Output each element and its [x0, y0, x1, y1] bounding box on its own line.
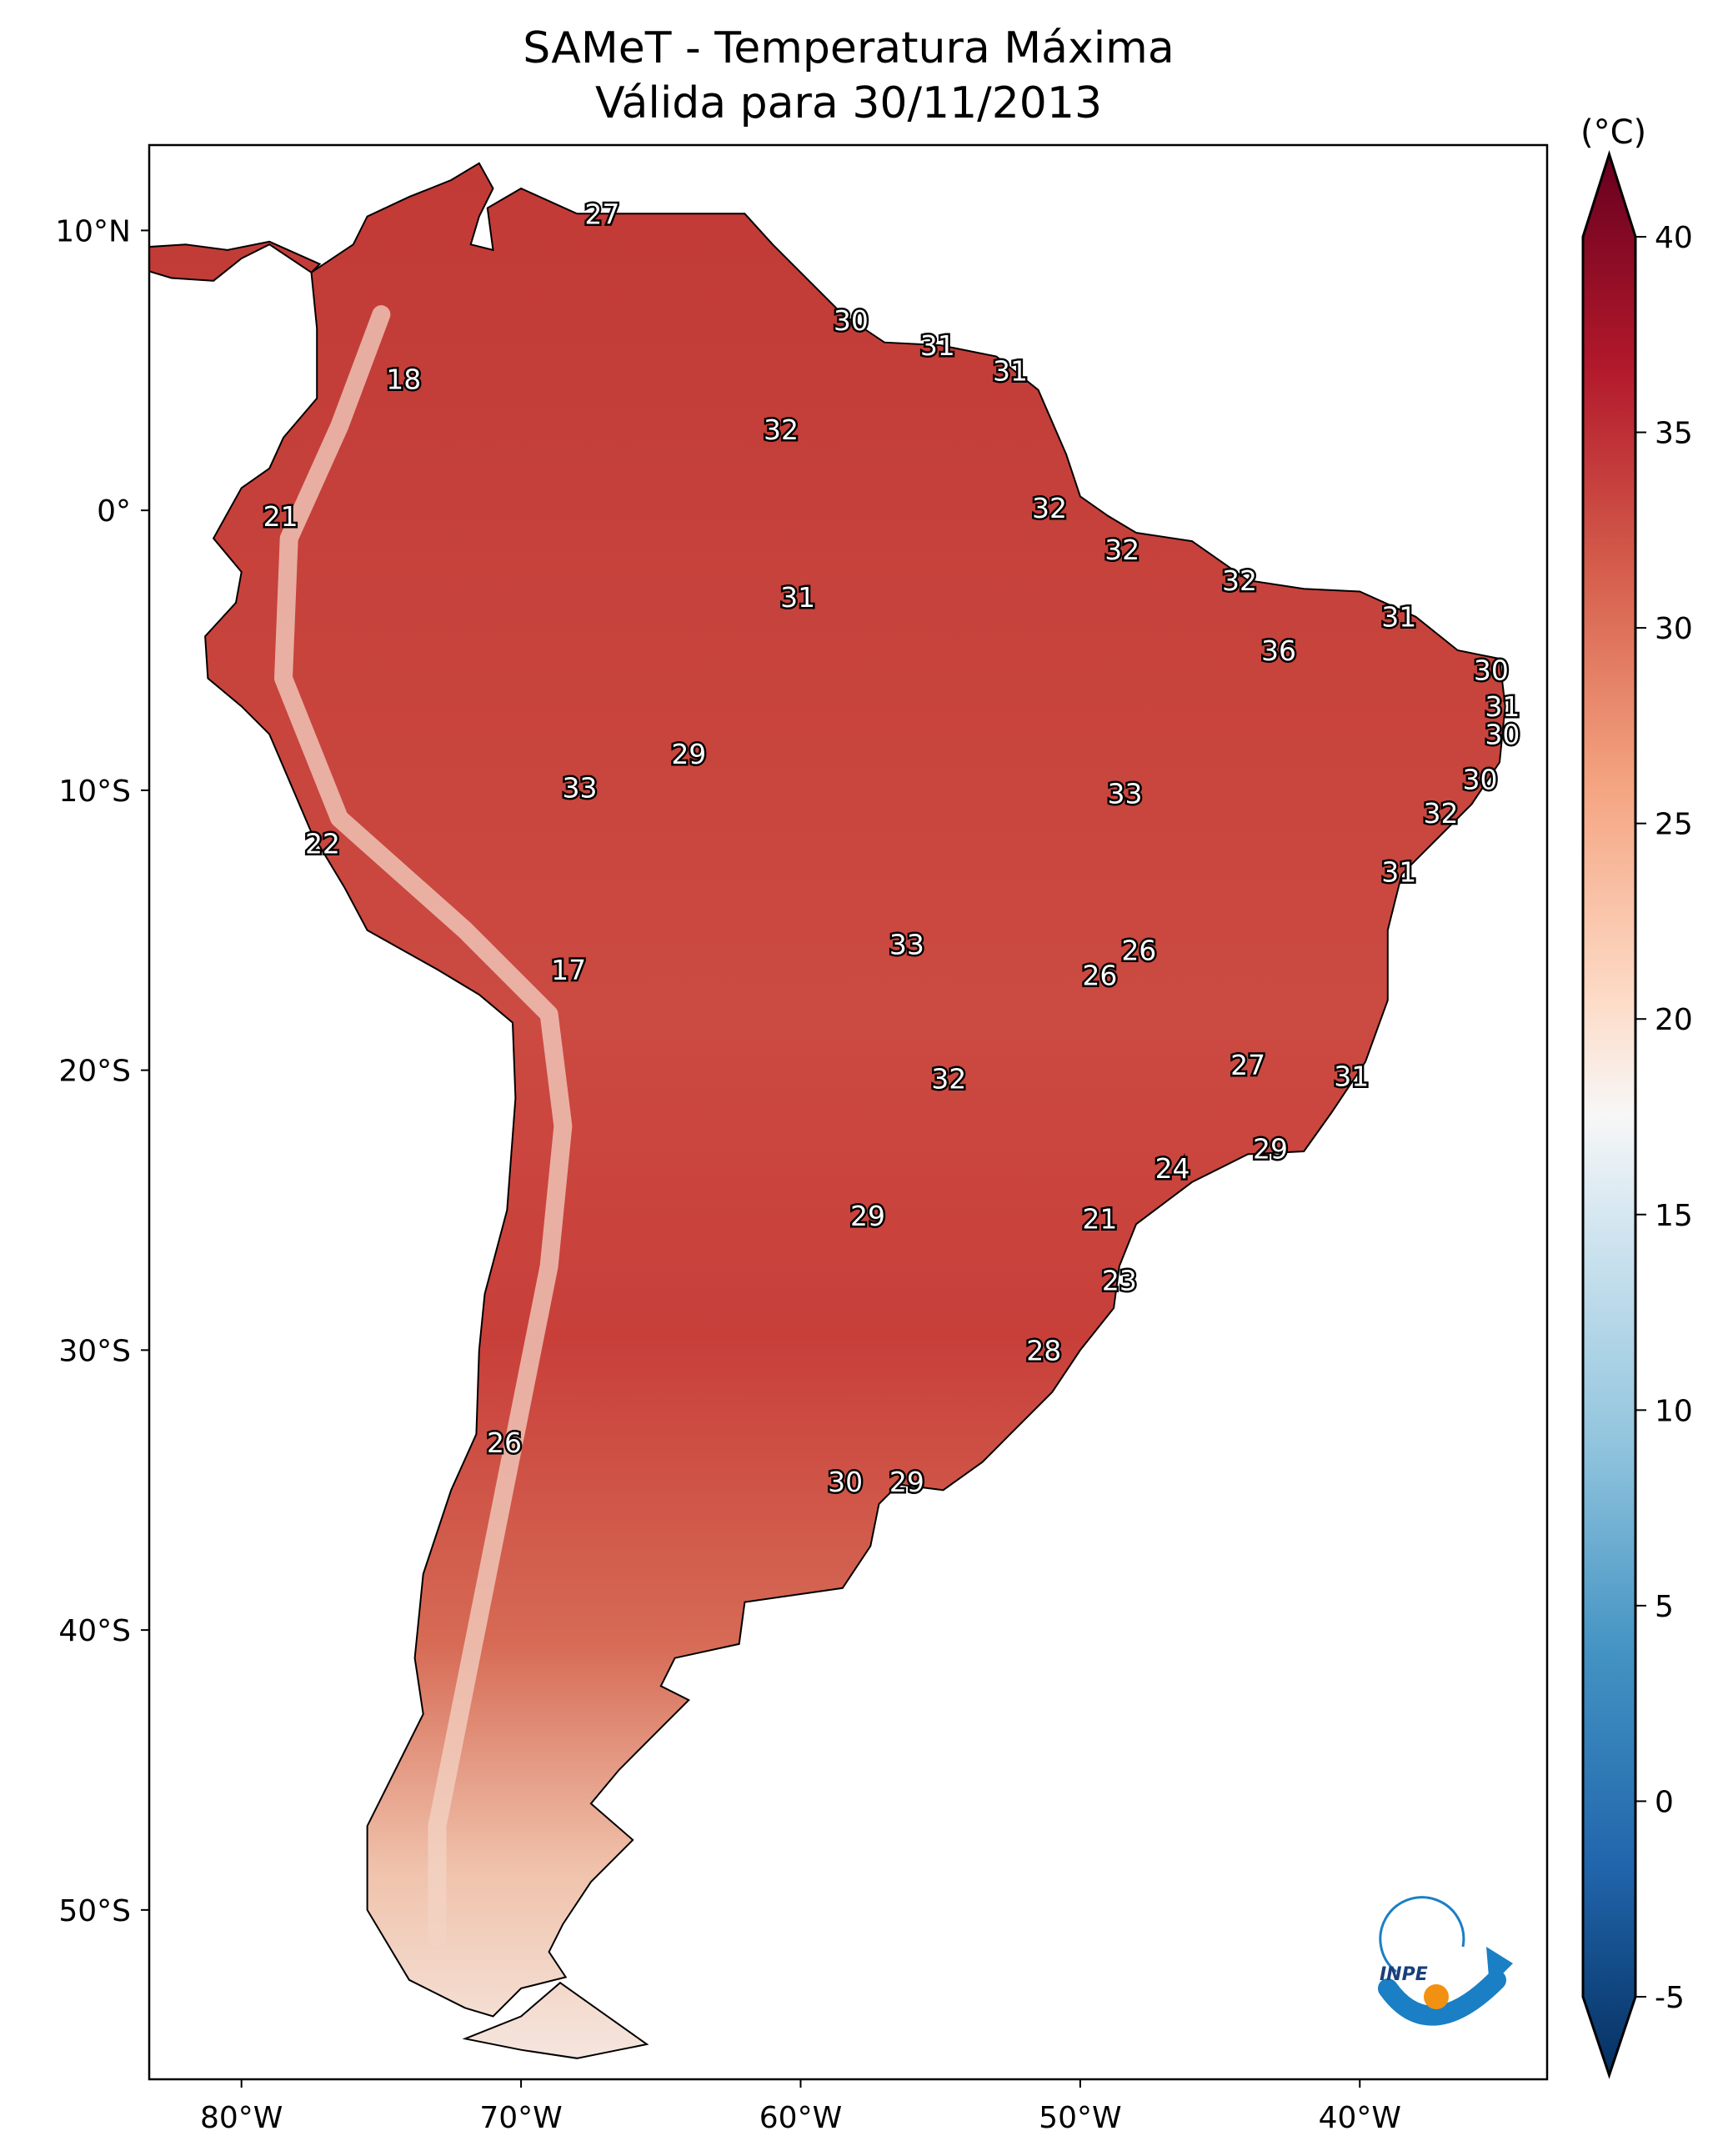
colorbar-tick-label: 35 [1655, 417, 1693, 451]
lat-tick-label: 20°S [58, 1055, 131, 1089]
station-temperature-label: 17 [551, 954, 586, 986]
station-temperature-label: 21 [263, 500, 298, 533]
station-temperature-label: 32 [1424, 797, 1459, 830]
colorbar-tick-label: 25 [1655, 808, 1693, 842]
station-temperature-label: 18 [386, 363, 421, 395]
station-temperature-label: 30 [834, 304, 869, 337]
station-temperature-label: 30 [1485, 719, 1520, 751]
chart-subtitle: Válida para 30/11/2013 [594, 78, 1103, 128]
station-temperature-label: 33 [889, 929, 924, 961]
station-temperature-label: 31 [1381, 601, 1416, 634]
station-temperature-label: 30 [1474, 654, 1509, 687]
station-temperature-label: 23 [1102, 1264, 1137, 1296]
lon-tick-label: 60°W [759, 2101, 842, 2135]
lat-tick-label: 40°S [58, 1614, 131, 1648]
station-temperature-label: 28 [1026, 1334, 1061, 1366]
latitude-ticks: 10°N 0° 10°S 20°S 30°S 40°S 50°S [55, 214, 149, 1928]
lat-tick-label: 50°S [58, 1894, 131, 1928]
station-temperature-label: 29 [889, 1466, 924, 1498]
lat-tick-label: 30°S [58, 1334, 131, 1368]
station-temperature-label: 30 [1463, 763, 1498, 795]
station-temperature-label: 27 [1230, 1049, 1265, 1081]
colorbar-tick-label: 15 [1655, 1199, 1693, 1233]
station-temperature-label: 31 [1485, 690, 1520, 723]
colorbar-tick-label: 0 [1655, 1785, 1674, 1819]
lon-tick-label: 50°W [1039, 2101, 1121, 2135]
longitude-ticks: 80°W 70°W 60°W 50°W 40°W [200, 2079, 1401, 2135]
colorbar-tick-label: -5 [1655, 1981, 1685, 2015]
station-temperature-label: 27 [584, 198, 619, 230]
lon-tick-label: 70°W [479, 2101, 562, 2135]
station-temperature-label: 32 [1222, 564, 1257, 597]
station-temperature-label: 32 [1032, 492, 1067, 524]
station-temperature-label: 29 [1253, 1133, 1288, 1166]
inpe-logo-dot [1424, 1984, 1449, 2009]
inpe-logo: INPE [1378, 1896, 1513, 2026]
colorbar-tick-label: 30 [1655, 612, 1693, 646]
station-temperature-label: 31 [993, 354, 1028, 387]
station-temperature-label: 31 [1334, 1060, 1369, 1092]
chart-title: SAMeT - Temperatura Máxima [523, 23, 1175, 73]
station-temperature-label: 32 [1104, 534, 1139, 566]
inpe-logo-text: INPE [1380, 1964, 1428, 1985]
station-temperature-label: 22 [305, 828, 340, 860]
station-temperature-label: 32 [931, 1063, 966, 1096]
andes-cool-band [273, 305, 573, 1948]
colorbar-unit-label: (°C) [1580, 113, 1646, 152]
station-temperature-label: 24 [1155, 1152, 1190, 1185]
station-temperature-label: 33 [1108, 777, 1143, 810]
lat-tick-label: 10°N [55, 214, 131, 248]
south-america-landmass [149, 162, 1506, 2059]
station-temperature-label: 29 [850, 1200, 885, 1232]
station-temperature-label: 31 [920, 329, 955, 362]
station-temperature-label: 30 [828, 1466, 863, 1498]
axes-frame [148, 143, 1549, 2081]
station-temperature-label: 33 [563, 772, 598, 805]
station-temperature-label: 26 [1082, 959, 1117, 991]
lat-tick-label: 10°S [58, 775, 131, 809]
colorbar-tick-label: 5 [1655, 1590, 1674, 1624]
station-temperature-label: 31 [1381, 855, 1416, 888]
colorbar-tick-label: 20 [1655, 1003, 1693, 1037]
station-temperature-label: 31 [780, 581, 815, 614]
station-temperature-label: 26 [487, 1426, 522, 1459]
lat-tick-label: 0° [97, 494, 131, 529]
lon-tick-label: 40°W [1319, 2101, 1401, 2135]
station-temperature-label: 29 [671, 738, 706, 770]
lon-tick-label: 80°W [200, 2101, 283, 2135]
colorbar-tick-label: 40 [1655, 221, 1693, 255]
station-temperature-label: 36 [1261, 634, 1296, 667]
station-temperature-label: 32 [764, 414, 799, 446]
colorbar-tick-label: 10 [1655, 1394, 1693, 1428]
colorbar: 40 35 30 25 20 15 10 5 0 -5 (°C) [1580, 113, 1693, 2079]
station-temperature-label: 26 [1121, 934, 1156, 966]
station-temperature-label: 21 [1082, 1203, 1117, 1236]
